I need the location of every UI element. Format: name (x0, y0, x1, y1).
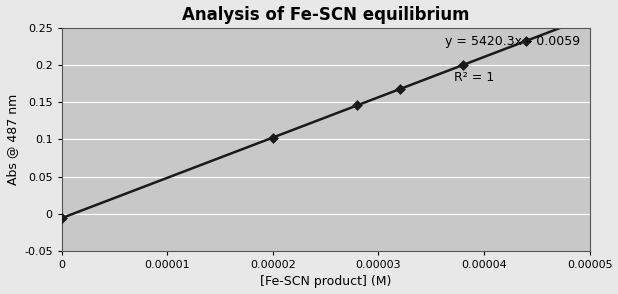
X-axis label: [Fe-SCN product] (M): [Fe-SCN product] (M) (260, 275, 391, 288)
Point (522, 39, 531, 43)
Text: R² = 1: R² = 1 (454, 71, 494, 83)
Point (458, 63, 468, 67)
Point (395, 87, 405, 91)
Point (268, 135, 278, 140)
Text: y = 5420.3x – 0.0059: y = 5420.3x – 0.0059 (445, 35, 580, 48)
Point (352, 103, 362, 108)
Y-axis label: Abs @ 487 nm: Abs @ 487 nm (6, 94, 19, 185)
Title: Analysis of Fe-SCN equilibrium: Analysis of Fe-SCN equilibrium (182, 6, 470, 24)
Point (57, 216, 67, 220)
